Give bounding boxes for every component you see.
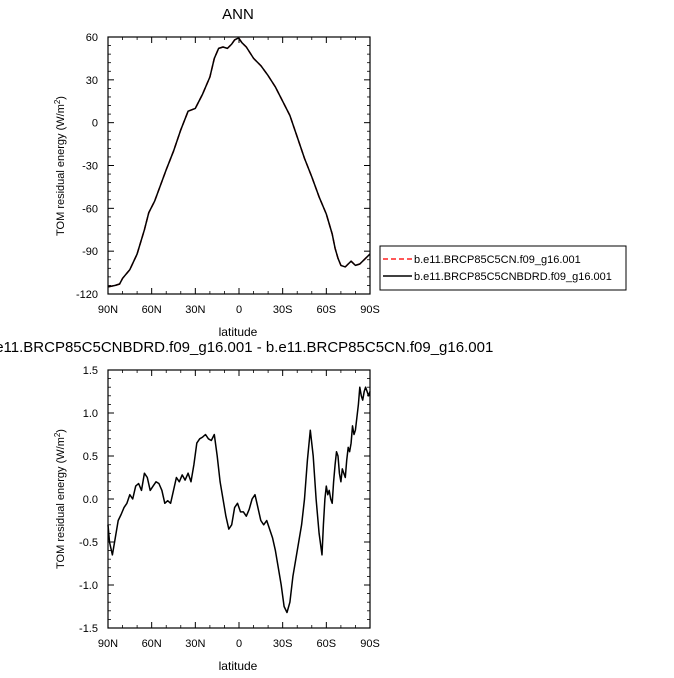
x-axis: 90N 60N 30N 0 30S 60S 90S <box>98 370 380 650</box>
y-axis-label-close: ) <box>55 96 67 100</box>
x-tick-label: 60S <box>317 638 337 650</box>
legend: b.e11.BRCP85C5CN.f09_g16.001 b.e11.BRCP8… <box>379 245 627 291</box>
legend-label-series-1: b.e11.BRCP85C5CN.f09_g16.001 <box>414 254 581 266</box>
x-tick-label: 30N <box>185 638 205 650</box>
x-tick-label: 60S <box>317 304 337 316</box>
y-tick-label: 0.0 <box>83 494 98 506</box>
plot-area <box>107 37 371 288</box>
y-axis-label-main: TOM residual energy (W/m <box>55 437 67 569</box>
y-tick-label: -60 <box>82 203 98 215</box>
x-tick-label: 90S <box>360 638 380 650</box>
x-tick-label: 0 <box>236 638 242 650</box>
y-tick-label: 0.5 <box>83 451 98 463</box>
y-axis: 60 30 0 -30 -60 -90 -120 <box>76 32 370 301</box>
plot-area <box>107 386 371 614</box>
y-axis: 1.5 1.0 0.5 0.0 -0.5 -1.0 -1.5 <box>79 365 370 635</box>
series-line-1 <box>107 37 371 288</box>
x-tick-label: 60N <box>142 638 162 650</box>
legend-label-series-2: b.e11.BRCP85C5CNBDRD.f09_g16.001 <box>414 271 612 283</box>
y-axis-label: TOM residual energy (W/m2) <box>53 429 67 569</box>
legend-box <box>379 245 627 291</box>
bottom-panel: b.e11.BRCP85C5CNBDRD.f09_g16.001 - b.e11… <box>0 339 493 673</box>
y-axis-label-exponent: 2 <box>53 432 62 437</box>
x-axis: 90N 60N 30N 0 30S 60S 90S <box>98 37 380 316</box>
x-axis-label: latitude <box>219 659 258 673</box>
y-axis-label: TOM residual energy (W/m2) <box>53 96 67 236</box>
x-tick-label: 90N <box>98 304 118 316</box>
series-line-2 <box>107 37 371 288</box>
y-tick-label: -0.5 <box>79 537 98 549</box>
y-tick-label: -1.0 <box>79 580 98 592</box>
y-axis-label-exponent: 2 <box>53 99 62 104</box>
y-tick-label: 1.5 <box>83 365 98 377</box>
x-tick-label: 90S <box>360 304 380 316</box>
difference-chart-title: b.e11.BRCP85C5CNBDRD.f09_g16.001 - b.e11… <box>0 339 493 356</box>
x-tick-label: 0 <box>236 304 242 316</box>
y-tick-label: 30 <box>86 75 98 87</box>
y-tick-label: -30 <box>82 161 98 173</box>
top-panel: ANN 90N 60N 30N 0 30S 60S 90S 60 30 0 -30 -60 -90 -1… <box>53 6 380 339</box>
y-tick-label: 0 <box>92 118 98 130</box>
x-tick-label: 30S <box>273 638 293 650</box>
x-tick-label: 90N <box>98 638 118 650</box>
plot-frame <box>107 36 371 295</box>
y-tick-label: -120 <box>76 289 98 301</box>
y-tick-label: -90 <box>82 246 98 258</box>
chart-title: ANN <box>222 6 254 23</box>
x-axis-label: latitude <box>219 325 258 339</box>
x-tick-label: 30S <box>273 304 293 316</box>
x-tick-label: 60N <box>142 304 162 316</box>
x-tick-label: 30N <box>185 304 205 316</box>
y-tick-label: 60 <box>86 32 98 44</box>
y-axis-label-main: TOM residual energy (W/m <box>55 104 67 236</box>
y-axis-label-close: ) <box>55 429 67 433</box>
series-line-1 <box>107 386 371 614</box>
y-tick-label: -1.5 <box>79 623 98 635</box>
y-tick-label: 1.0 <box>83 408 98 420</box>
